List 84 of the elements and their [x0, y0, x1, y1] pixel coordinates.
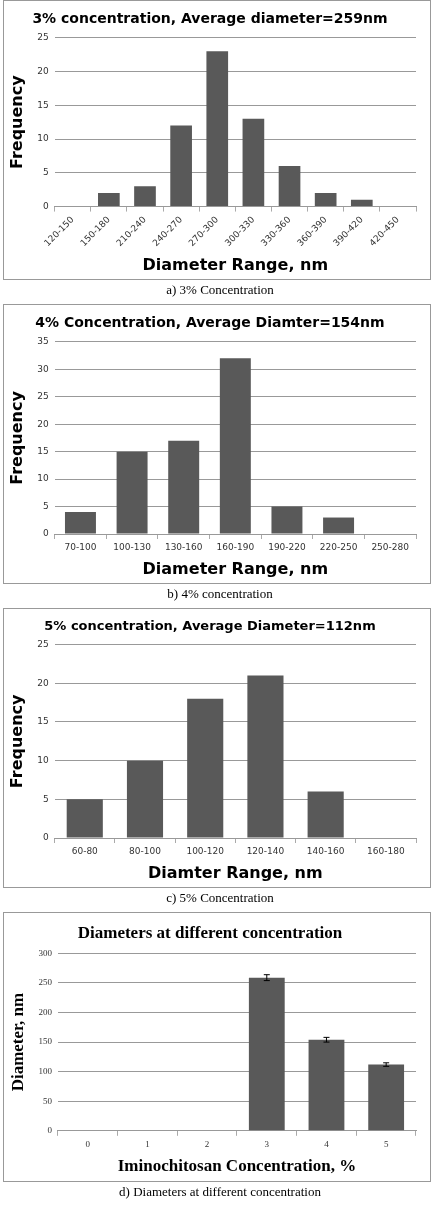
- y-tick-label: 0: [42, 832, 49, 843]
- bar: [168, 440, 200, 534]
- text: d) Diameters at different concentration: [118, 1184, 322, 1200]
- x-tick-label: 60-80: [71, 845, 99, 856]
- y-tick-label: 25: [37, 638, 49, 649]
- y-tick-label: 0: [42, 200, 49, 211]
- x-tick-label: 100-130: [113, 541, 152, 552]
- y-tick-label: 25: [37, 391, 49, 402]
- y-tick-label: 10: [37, 473, 49, 484]
- y-tick-label: 150: [38, 1036, 53, 1047]
- y-axis-title: Diameter, nm: [7, 992, 27, 1092]
- x-tick-label: 140-160: [306, 845, 345, 856]
- bar: [206, 51, 229, 207]
- y-tick-label: 0: [47, 1125, 53, 1136]
- x-tick-label: 0: [85, 1138, 91, 1149]
- y-tick-label: 30: [37, 363, 49, 374]
- chart-title: 5% concentration, Average Diameter=112nm: [44, 618, 376, 634]
- y-tick-label: 0: [42, 528, 49, 539]
- x-tick-label: 120-140: [246, 845, 285, 856]
- x-tick-label: 100-120: [186, 845, 225, 856]
- bar: [368, 1064, 405, 1131]
- y-tick-label: 250: [38, 977, 53, 988]
- y-tick-label: 200: [38, 1006, 53, 1017]
- y-tick-label: 5: [42, 793, 49, 804]
- x-tick-label: 4: [324, 1138, 330, 1149]
- x-tick-label: 250-280: [371, 541, 410, 552]
- bar: [271, 506, 303, 534]
- x-tick-label: 80-100: [129, 845, 162, 856]
- bar: [308, 1039, 345, 1131]
- x-axis-title: Diamter Range, nm: [147, 862, 323, 882]
- text: b) 4% concentration: [166, 586, 274, 602]
- bar: [64, 512, 96, 534]
- x-axis-title: Iminochitosan Concentration, %: [117, 1156, 357, 1176]
- x-tick-label: 160-190: [216, 541, 255, 552]
- bar: [314, 193, 337, 207]
- y-tick-label: 10: [37, 133, 49, 144]
- x-tick-label: 2: [204, 1138, 210, 1149]
- x-tick-label: 70-100: [64, 541, 97, 552]
- bar: [219, 358, 251, 534]
- chart-title: 4% Concentration, Average Diamter=154nm: [35, 314, 385, 331]
- y-tick-label: 10: [37, 754, 49, 765]
- bar: [134, 186, 156, 207]
- text: a) 3% Concentration: [165, 282, 275, 298]
- bar: [170, 125, 192, 207]
- x-tick-label: 1: [145, 1138, 150, 1149]
- x-tick-label: 3: [264, 1138, 270, 1149]
- bar: [247, 675, 284, 838]
- y-tick-label: 35: [37, 336, 49, 347]
- x-tick-label: 220-250: [319, 541, 358, 552]
- y-tick-label: 15: [37, 99, 49, 110]
- y-tick-label: 15: [37, 445, 49, 456]
- bar: [66, 799, 103, 838]
- y-tick-label: 300: [38, 947, 53, 958]
- y-tick-label: 20: [37, 677, 49, 688]
- x-tick-label: 130-160: [164, 541, 203, 552]
- y-tick-label: 20: [37, 65, 49, 76]
- chart-title: 3% concentration, Average diameter=259nm: [32, 10, 388, 27]
- y-axis-title: Frequency: [6, 390, 26, 485]
- bar: [248, 977, 285, 1131]
- y-axis-title: Frequency: [6, 74, 26, 170]
- y-axis-title: Frequency: [6, 693, 26, 789]
- bar: [126, 760, 164, 838]
- y-tick-label: 20: [37, 418, 49, 429]
- x-tick-label: 160-180: [367, 845, 405, 856]
- y-tick-label: 5: [42, 167, 49, 178]
- y-tick-label: 50: [42, 1095, 53, 1106]
- bar: [116, 451, 148, 534]
- bar: [98, 193, 120, 207]
- bar: [307, 791, 344, 838]
- bar: [278, 166, 301, 207]
- chart-title: Diameters at different concentration: [77, 922, 343, 942]
- y-tick-label: 15: [37, 716, 49, 727]
- x-axis-title: Diameter Range, nm: [142, 558, 329, 578]
- bar: [350, 199, 373, 207]
- y-tick-label: 25: [37, 32, 49, 43]
- x-tick-label: 190-220: [268, 541, 307, 552]
- y-tick-label: 5: [42, 500, 49, 511]
- bar: [187, 698, 224, 838]
- x-axis-title: Diameter Range, nm: [142, 254, 329, 274]
- text: c) 5% Concentration: [165, 890, 275, 906]
- bar: [323, 517, 355, 534]
- bar: [242, 118, 265, 207]
- y-tick-label: 100: [38, 1066, 53, 1077]
- x-tick-label: 5: [383, 1138, 389, 1149]
